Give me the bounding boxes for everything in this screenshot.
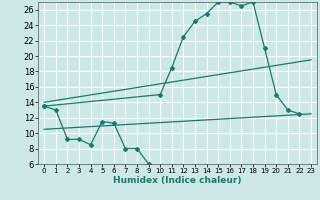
X-axis label: Humidex (Indice chaleur): Humidex (Indice chaleur) bbox=[113, 176, 242, 185]
